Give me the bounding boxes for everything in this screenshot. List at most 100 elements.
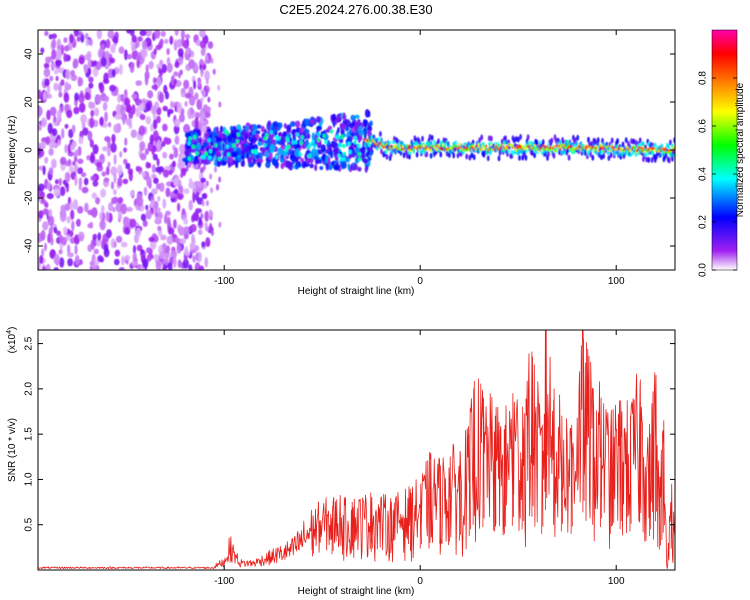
spectrogram-cell (188, 199, 193, 211)
spectrogram-cell (161, 63, 167, 74)
snr-multiplier-exponent: 4 (6, 330, 13, 334)
spectrogram-cell (348, 149, 353, 155)
spectrogram-cell (183, 79, 190, 90)
spectrogram-cell (369, 146, 373, 152)
spectrogram-cell (366, 139, 369, 142)
spectrogram-cell (197, 156, 203, 166)
spectrogram-cell (67, 159, 72, 165)
spectrogram-cell (178, 72, 181, 79)
spectrogram-cell (160, 234, 167, 241)
spectrogram-cell (97, 232, 102, 241)
spectrogram-cell (92, 264, 99, 270)
spectrogram-cell (415, 151, 419, 158)
spectrogram-x-tick-label: 0 (417, 276, 423, 287)
spectrogram-cell (428, 148, 432, 152)
spectrogram-cell (320, 144, 326, 153)
spectrogram-cell (113, 124, 120, 134)
spectrogram-cell (158, 92, 164, 104)
spectrogram-cell (602, 153, 605, 160)
spectrogram-cell (91, 207, 98, 218)
spectrogram-cell (337, 135, 341, 140)
spectrogram-cell (152, 118, 158, 130)
spectrogram-cell (74, 244, 78, 255)
spectrogram-cell (341, 161, 347, 169)
spectrogram-cell (283, 123, 287, 129)
spectrogram-cell (146, 256, 152, 262)
spectrogram-cell (201, 112, 205, 119)
spectrogram-cell (178, 113, 185, 123)
spectrogram-x-ticks: -100 0 100 (214, 30, 625, 287)
spectrogram-cell (311, 132, 316, 141)
spectrogram-cell (60, 79, 65, 86)
spectrogram-cell (165, 187, 171, 198)
spectrogram-cell (89, 117, 95, 129)
spectrogram-cell (242, 158, 245, 167)
spectrogram-cell (155, 183, 162, 190)
spectrogram-cell (53, 69, 59, 75)
spectrogram-cell (386, 140, 390, 145)
spectrogram-cell (156, 115, 161, 124)
spectrogram-cell (154, 212, 159, 218)
spectrogram-cell (362, 153, 366, 159)
spectrogram-cell (399, 149, 403, 156)
spectrogram-cell (41, 248, 45, 257)
spectrogram-cell (421, 147, 424, 153)
spectrogram-cell (454, 140, 458, 145)
spectrogram-cell (667, 157, 671, 164)
spectrogram-cell (280, 162, 285, 170)
spectrogram-cell (112, 206, 116, 213)
spectrogram-cell (92, 233, 98, 241)
spectrogram-cell (489, 150, 492, 156)
spectrogram-cell (135, 106, 141, 118)
spectrogram-cell (111, 198, 117, 205)
spectrogram-cell (484, 144, 488, 148)
spectrogram-cell (203, 121, 207, 128)
spectrogram-cell (364, 109, 370, 118)
spectrogram-cell (70, 69, 75, 77)
spectrogram-cell (69, 33, 74, 44)
spectrogram-cell (412, 149, 415, 154)
spectrogram-cell (353, 140, 357, 145)
spectrogram-cell (566, 139, 570, 144)
spectrogram-cell (162, 123, 168, 132)
spectrogram-cell (282, 131, 287, 137)
spectrogram-cell (202, 193, 208, 200)
spectrogram-cell (294, 120, 301, 128)
spectrogram-cell (131, 104, 136, 115)
spectrogram-cell (78, 102, 86, 113)
spectrogram-cell (154, 216, 161, 224)
snr-x-tick-label: -100 (214, 576, 234, 587)
spectrogram-cell (307, 153, 312, 159)
spectrogram-cell (188, 136, 192, 141)
spectrogram-cell (129, 62, 135, 73)
spectrogram-cell (563, 150, 566, 155)
spectrogram-cell (55, 59, 62, 66)
spectrogram-cell (289, 122, 296, 127)
spectrogram-cell (165, 245, 170, 253)
spectrogram-cell (124, 254, 131, 261)
spectrogram-cell (265, 132, 269, 138)
spectrogram-cell (333, 165, 339, 170)
spectrogram-cell (256, 124, 262, 129)
colorbar-tick-label: 0.8 (698, 71, 709, 85)
spectrogram-cell (267, 122, 271, 132)
spectrogram-cell (42, 208, 49, 215)
spectrogram-cell (88, 82, 94, 89)
spectrogram-cell (146, 247, 152, 254)
spectrogram-cell (350, 132, 355, 137)
spectrogram-cell (166, 62, 173, 73)
spectrogram-cell (364, 122, 368, 128)
spectrogram-cell (231, 143, 236, 148)
spectrogram-cell (123, 158, 128, 165)
spectrogram-cell (200, 97, 204, 103)
spectrogram-cell (215, 151, 221, 158)
spectrogram-cell (153, 177, 159, 184)
spectrogram-cell (639, 146, 642, 149)
spectrogram-cell (92, 144, 99, 155)
spectrogram-cell (61, 209, 67, 219)
spectrogram-cell (67, 258, 73, 267)
spectrogram-cell (178, 185, 184, 195)
spectrogram-cell (342, 151, 346, 157)
spectrogram-cell (227, 156, 234, 164)
spectrogram-cell (53, 267, 59, 270)
